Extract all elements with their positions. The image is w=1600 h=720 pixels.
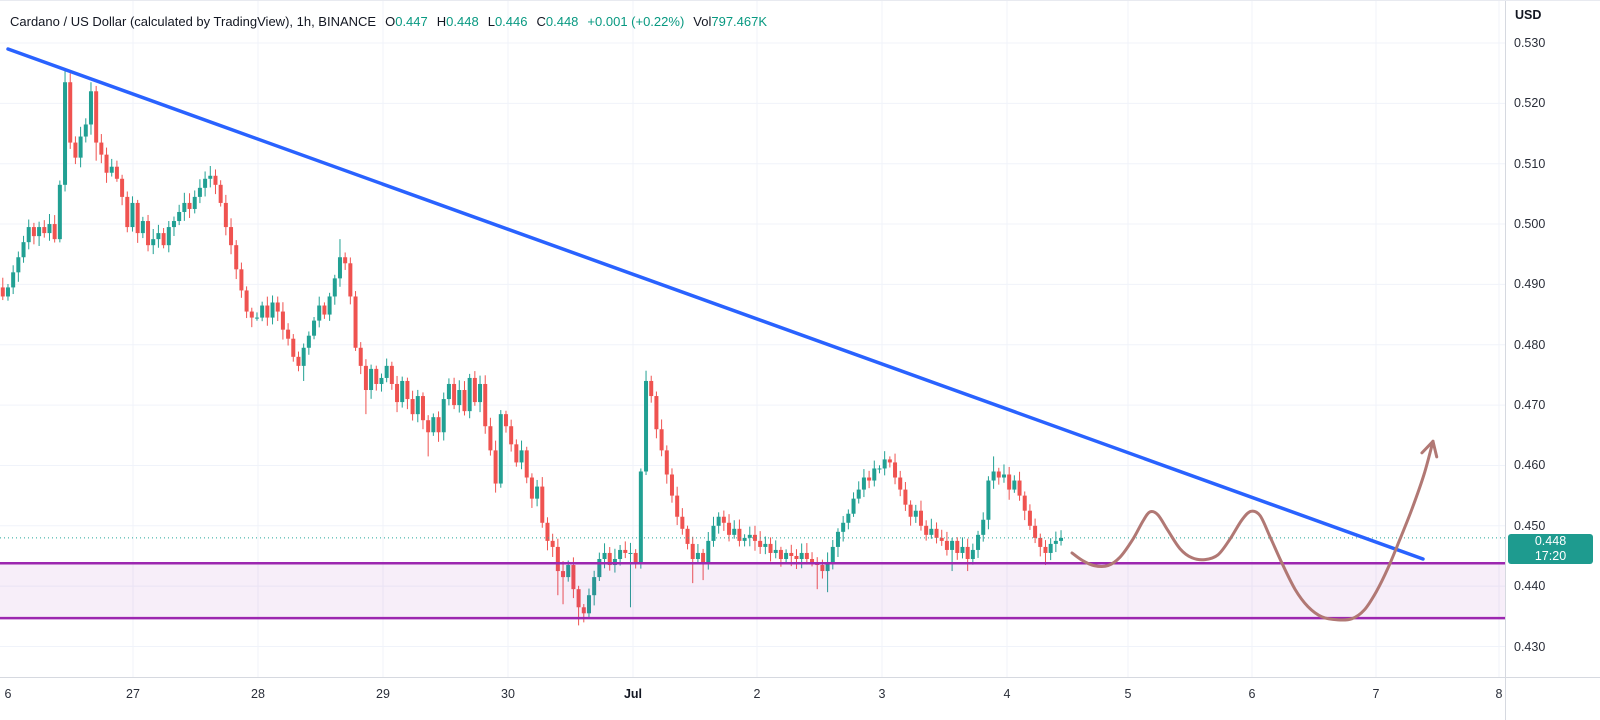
- time-axis-label: 8: [1495, 687, 1503, 701]
- time-axis-label: 7: [1372, 687, 1380, 701]
- time-axis-label: 29: [376, 687, 390, 701]
- time-axis-label: 3: [878, 687, 886, 701]
- time-axis-label: 5: [1124, 687, 1132, 701]
- time-axis-label: 30: [501, 687, 515, 701]
- price-axis-label: 0.460: [1514, 458, 1546, 473]
- time-axis-label: Jul: [623, 687, 643, 701]
- projection-curve-drawing[interactable]: [1070, 439, 1439, 622]
- time-axis-label: 4: [1003, 687, 1011, 701]
- bar-countdown: 17:20: [1534, 548, 1567, 563]
- price-axis-label: 0.470: [1514, 398, 1546, 413]
- price-axis-label: 0.490: [1514, 277, 1546, 292]
- price-axis-label: 0.440: [1514, 579, 1546, 594]
- axis-corner: [1505, 677, 1600, 720]
- price-axis-label: 0.430: [1514, 639, 1546, 654]
- time-axis-label: 6: [4, 687, 12, 701]
- time-axis-label: 28: [251, 687, 265, 701]
- descending-trendline-drawing[interactable]: [6, 47, 1425, 561]
- price-axis-label: 0.480: [1514, 337, 1546, 352]
- current-price-value: 0.448: [1534, 533, 1567, 548]
- time-axis-label: 6: [1248, 687, 1256, 701]
- candlestick-chart-canvas[interactable]: [0, 1, 1505, 677]
- price-axis-label: 0.510: [1514, 156, 1546, 171]
- time-axis-label: 2: [753, 687, 761, 701]
- price-axis-label: 0.450: [1514, 518, 1546, 533]
- time-axis-label: 27: [126, 687, 140, 701]
- candlestick-series[interactable]: [0, 70, 1064, 626]
- current-price-badge[interactable]: 0.448 17:20: [1508, 533, 1593, 564]
- support-zone-drawing[interactable]: [0, 561, 1505, 620]
- currency-label: USD: [1515, 8, 1542, 22]
- price-axis-label: 0.520: [1514, 96, 1546, 111]
- price-axis[interactable]: USD 0.448 17:20 0.530 0.520 0.510 0.500 0.49…: [1505, 1, 1600, 720]
- price-axis-label: 0.530: [1514, 36, 1546, 50]
- chart-plot-area[interactable]: Cardano / US Dollar (calculated by Tradi…: [0, 1, 1505, 677]
- price-axis-label: 0.500: [1514, 217, 1546, 232]
- time-axis[interactable]: 6 27 28 29 30 Jul 2 3 4 5 6 7 8: [0, 677, 1505, 720]
